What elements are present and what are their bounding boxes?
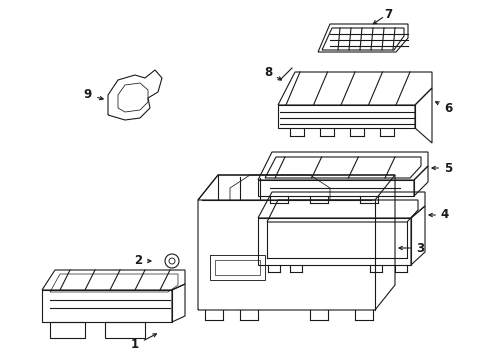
Text: 8: 8 — [264, 66, 281, 80]
Text: 1: 1 — [131, 334, 156, 351]
Text: 5: 5 — [431, 162, 451, 175]
Text: 4: 4 — [428, 208, 448, 221]
Text: 2: 2 — [134, 255, 151, 267]
Text: 6: 6 — [435, 102, 451, 114]
Text: 9: 9 — [84, 89, 103, 102]
Text: 7: 7 — [383, 8, 391, 21]
Text: 3: 3 — [398, 242, 423, 255]
